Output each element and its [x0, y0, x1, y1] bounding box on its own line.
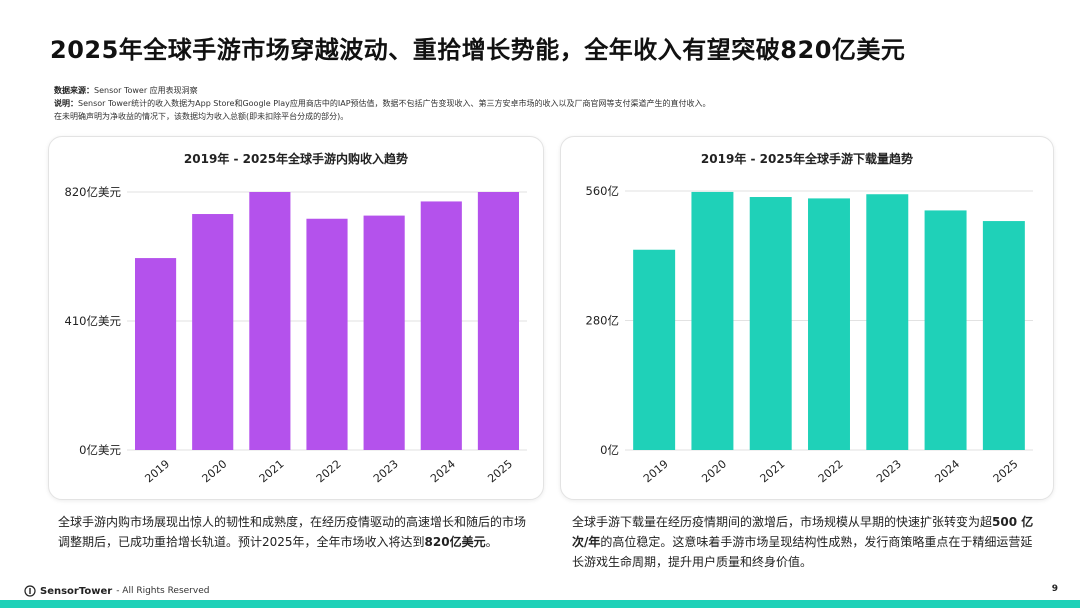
downloads-desc-text-2: 的高位稳定。这意味着手游市场呈现结构性成熟，发行商策略重点在于精细运营延长游戏生… [572, 535, 1033, 569]
y-tick-label: 560亿 [586, 184, 619, 198]
x-tick-label: 2021 [257, 457, 287, 485]
explain-label: 说明： [54, 99, 78, 108]
bar-2022 [306, 218, 348, 450]
x-tick-label: 2022 [314, 457, 344, 485]
x-tick-label: 2022 [816, 457, 846, 485]
x-tick-label: 2020 [699, 457, 729, 485]
bar-2024 [420, 201, 462, 450]
bar-2023 [866, 194, 909, 450]
y-tick-label: 280亿 [586, 314, 619, 328]
x-tick-label: 2024 [428, 457, 458, 485]
x-tick-label: 2023 [874, 457, 904, 485]
chart-title: 2019年 - 2025年全球手游内购收入趋势 [184, 151, 408, 166]
bar-2025 [982, 221, 1025, 450]
sensortower-logo-icon [24, 585, 36, 597]
bar-2023 [363, 215, 405, 450]
source-text: Sensor Tower 应用表现洞察 [94, 86, 198, 95]
source-label: 数据来源： [54, 86, 94, 95]
downloads-description: 全球手游下载量在经历疫情期间的激增后，市场规模从早期的快速扩张转变为超500 亿… [572, 512, 1040, 572]
x-tick-label: 2025 [485, 457, 515, 485]
revenue-description: 全球手游内购市场展现出惊人的韧性和成熟度，在经历疫情驱动的高速增长和随后的市场调… [58, 512, 528, 552]
y-tick-label: 0亿 [600, 443, 619, 457]
page-number: 9 [1051, 584, 1058, 594]
downloads-desc-bold: 500 亿次/年 [572, 515, 1034, 549]
revenue-desc-text: 全球手游内购市场展现出惊人的韧性和成熟度，在经历疫情驱动的高速增长和随后的市场调… [58, 515, 527, 549]
bar-2024 [924, 210, 967, 450]
explain-line-2: 在未明确声明为净收益的情况下，该数据均为收入总额(即未扣除平台分成的部分)。 [54, 112, 349, 121]
y-tick-label: 410亿美元 [65, 314, 122, 328]
downloads-desc-text-1: 全球手游下载量在经历疫情期间的激增后，市场规模从早期的快速扩张转变为超 [572, 515, 993, 529]
source-notes: 数据来源：Sensor Tower 应用表现洞察 说明：Sensor Tower… [54, 84, 711, 123]
y-tick-label: 820亿美元 [65, 185, 122, 199]
footer-rights: - All Rights Reserved [116, 586, 210, 596]
bar-2019 [135, 258, 177, 450]
y-tick-label: 0亿美元 [79, 443, 121, 457]
explain-text: Sensor Tower统计的收入数据为App Store和Google Pla… [78, 99, 711, 108]
x-tick-label: 2019 [641, 457, 671, 485]
chart-title: 2019年 - 2025年全球手游下载量趋势 [701, 151, 913, 166]
downloads-chart: 2019年 - 2025年全球手游下载量趋势 0亿 280亿 560亿 2019 2020… [586, 151, 1033, 485]
x-tick-label: 2025 [991, 457, 1021, 485]
x-tick-label: 2020 [200, 457, 230, 485]
revenue-desc-tail: 。 [485, 535, 498, 549]
x-tick-label: 2019 [142, 457, 172, 485]
bar-2019 [633, 249, 676, 450]
explain-line: 说明：Sensor Tower统计的收入数据为App Store和Google … [54, 97, 711, 110]
revenue-desc-bold: 820亿美元 [424, 535, 486, 549]
bottom-accent-bar [0, 600, 1080, 608]
bar-2021 [249, 192, 291, 450]
bar-2022 [808, 198, 850, 450]
footer-logo: SensorTower - All Rights Reserved [24, 583, 209, 599]
page-title: 2025年全球手游市场穿越波动、重拾增长势能，全年收入有望突破820亿美元 [50, 36, 906, 64]
x-tick-label: 2023 [371, 457, 401, 485]
bar-2020 [691, 191, 734, 451]
revenue-chart-panel: 2019年 - 2025年全球手游内购收入趋势 0亿美元 410亿美元 820亿美元 2… [48, 136, 544, 500]
x-tick-label: 2024 [932, 457, 962, 485]
revenue-chart: 2019年 - 2025年全球手游内购收入趋势 0亿美元 410亿美元 820亿美元 2… [65, 151, 527, 485]
footer-brand: SensorTower [40, 585, 113, 597]
bar-2025 [477, 192, 519, 450]
bar-2021 [749, 197, 792, 450]
downloads-chart-panel: 2019年 - 2025年全球手游下载量趋势 0亿 280亿 560亿 2019 2020… [560, 136, 1054, 500]
source-line: 数据来源：Sensor Tower 应用表现洞察 [54, 84, 711, 97]
x-tick-label: 2021 [758, 457, 788, 485]
bar-2020 [192, 214, 234, 450]
